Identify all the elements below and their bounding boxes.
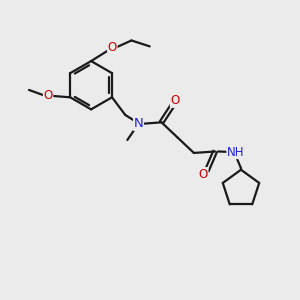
Text: O: O (44, 89, 53, 102)
Text: O: O (199, 168, 208, 181)
Text: NH: NH (227, 146, 244, 159)
Text: N: N (134, 117, 143, 130)
Text: O: O (170, 94, 180, 107)
Text: O: O (108, 41, 117, 54)
